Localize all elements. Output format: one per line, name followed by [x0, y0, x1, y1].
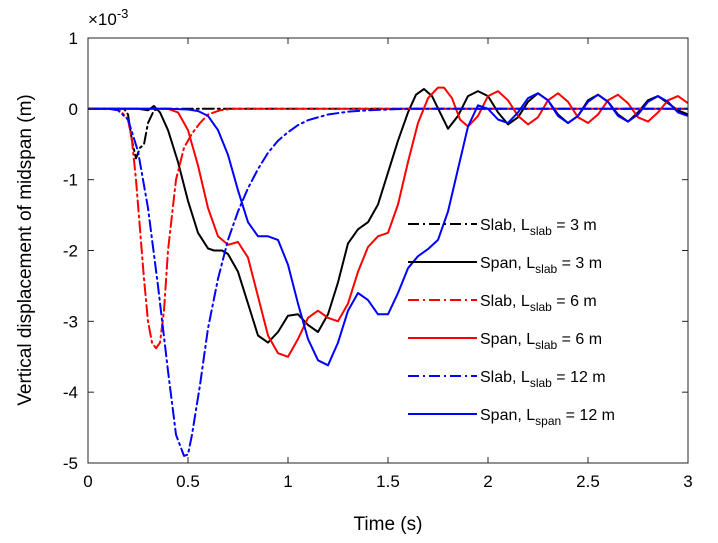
y-tick-label: 1 — [69, 29, 78, 48]
y-multiplier: ×10-3 — [88, 6, 128, 29]
y-tick-label: -3 — [63, 312, 78, 331]
x-tick-label: 2 — [483, 472, 492, 491]
series-line-5 — [88, 107, 688, 457]
y-tick-label: -4 — [63, 383, 78, 402]
y-tick-label: -2 — [63, 242, 78, 261]
y-multiplier-exponent: -3 — [117, 6, 129, 21]
y-tick-label: -1 — [63, 171, 78, 190]
x-tick-label: 2.5 — [576, 472, 600, 491]
x-tick-label: 1 — [283, 472, 292, 491]
x-tick-label: 1.5 — [376, 472, 400, 491]
x-axis-title: Time (s) — [354, 514, 423, 535]
series-line-4 — [88, 86, 688, 358]
x-tick-label: 0.5 — [176, 472, 200, 491]
axis-ticks: 0 0.5 1 1.5 2 2.5 3 1 0 -1 -2 -3 -4 -5 — [63, 29, 693, 491]
legend-label-1: Slab, Lslab = 3 m — [480, 217, 597, 238]
y-tick-label: 0 — [69, 100, 78, 119]
y-tick-label: -5 — [63, 454, 78, 473]
series-line-2 — [88, 88, 688, 344]
legend-label-5: Slab, Lslab = 12 m — [480, 369, 606, 390]
legend-label-6: Span, Lspan = 12 m — [480, 407, 615, 428]
y-axis-title: Vertical displacement of midspan (m) — [15, 94, 36, 406]
legend-label-3: Slab, Lslab = 6 m — [480, 293, 597, 314]
series-line-3 — [88, 107, 688, 350]
x-tick-label: 0 — [83, 472, 92, 491]
legend-label-2: Span, Lslab = 3 m — [480, 255, 602, 276]
legend-label-4: Span, Lslab = 6 m — [480, 331, 602, 352]
y-multiplier-base: ×10 — [88, 10, 117, 29]
x-tick-label: 3 — [683, 472, 692, 491]
legend: Slab, Lslab = 3 m Span, Lslab = 3 m Slab, … — [408, 217, 615, 428]
series-group — [88, 86, 688, 457]
series-line-6 — [88, 92, 688, 367]
